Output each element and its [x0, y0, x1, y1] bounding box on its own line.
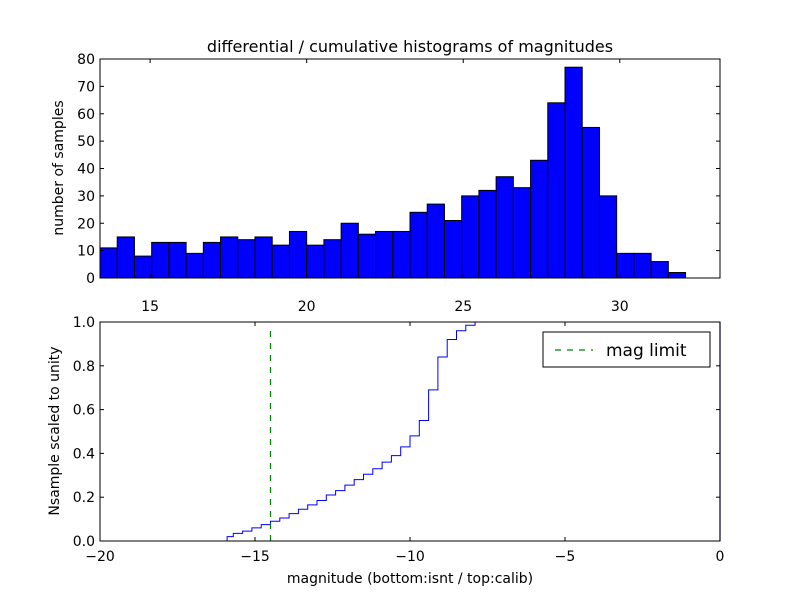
histogram-x-tick-label: 25 — [454, 299, 472, 315]
cumulative-y-tick-label: 0.0 — [73, 534, 95, 550]
histogram-x-tick-label: 15 — [141, 299, 159, 315]
cumulative-x-tick-label: −10 — [395, 549, 425, 565]
histogram-bar — [461, 195, 480, 279]
histogram-bar — [271, 244, 290, 279]
chart-title: differential / cumulative histograms of … — [207, 37, 613, 56]
histogram-bar — [409, 211, 428, 279]
cumulative-y-tick-label: 0.6 — [73, 403, 95, 419]
histogram-bar — [151, 241, 170, 279]
cumulative-step-line — [100, 322, 476, 542]
histogram-bar — [237, 239, 256, 279]
histogram-x-tick-label: 30 — [611, 299, 629, 315]
cumulative-y-tick-label: 1.0 — [73, 315, 95, 331]
histogram-bar — [443, 220, 463, 279]
cumulative-y-tick-label: 0.2 — [73, 490, 95, 506]
histogram-bars — [99, 66, 687, 279]
histogram-bar — [254, 236, 273, 279]
histogram-bar — [306, 244, 325, 279]
histogram-bar — [340, 222, 359, 279]
histogram-bar — [547, 102, 566, 279]
histogram-bar — [357, 233, 377, 279]
histogram-bar — [512, 187, 532, 279]
histogram-y-tick-label: 0 — [86, 271, 95, 287]
histogram-bar — [633, 252, 652, 279]
histogram-bar — [168, 241, 187, 279]
cumulative-x-axis-label: magnitude (bottom:isnt / top:calib) — [287, 571, 533, 587]
histogram-y-tick-label: 20 — [77, 216, 95, 232]
cumulative-ticks: −20 −15 −10 −5 0 0.0 0.2 0.4 0.6 0.8 1.0 — [73, 315, 725, 565]
histogram-bar — [392, 230, 411, 279]
cumulative-chart: −20 −15 −10 −5 0 0.0 0.2 0.4 0.6 0.8 1.0 Nsample s… — [47, 315, 724, 587]
legend-mag-limit-label: mag limit — [606, 341, 687, 361]
cumulative-y-axis-label: Nsample scaled to unity — [47, 346, 63, 515]
histogram-y-tick-label: 40 — [77, 162, 95, 178]
histogram-bar — [185, 252, 204, 279]
histogram-bar — [99, 247, 118, 279]
histogram-bar — [598, 195, 618, 279]
histogram-bar — [116, 236, 135, 279]
histogram-bar — [202, 241, 222, 279]
histogram-bar — [220, 236, 239, 279]
histogram-ticks: 15 20 25 30 0 10 20 30 40 50 60 70 80 — [77, 52, 720, 315]
histogram-y-tick-label: 30 — [77, 189, 95, 205]
histogram-y-tick-label: 80 — [77, 52, 95, 68]
histogram-bar — [650, 261, 669, 279]
histogram-bar — [564, 66, 583, 279]
histogram-y-tick-label: 10 — [77, 244, 95, 260]
histogram-x-tick-label: 20 — [298, 299, 316, 315]
legend: mag limit — [542, 331, 711, 368]
histogram-bar — [375, 230, 394, 279]
cumulative-y-tick-label: 0.4 — [73, 446, 95, 462]
cumulative-x-tick-label: −15 — [240, 549, 270, 565]
histogram-y-tick-label: 50 — [77, 134, 95, 150]
histogram-bar — [581, 126, 600, 279]
histogram-chart: differential / cumulative histograms of … — [51, 37, 721, 315]
histogram-bar — [478, 189, 497, 279]
histogram-bar — [530, 159, 549, 279]
histogram-y-tick-label: 70 — [77, 79, 95, 95]
histogram-bar — [667, 272, 687, 279]
cumulative-x-tick-label: 0 — [716, 549, 725, 565]
histogram-bar — [323, 239, 342, 279]
histogram-y-tick-label: 60 — [77, 107, 95, 123]
histogram-bar — [288, 230, 308, 279]
cumulative-y-tick-label: 0.8 — [73, 359, 95, 375]
histogram-y-axis-label: number of samples — [51, 100, 67, 235]
histogram-bar — [495, 176, 514, 279]
histogram-bar — [616, 252, 635, 279]
histogram-bar — [133, 255, 153, 279]
cumulative-x-tick-label: −20 — [85, 549, 115, 565]
histogram-bar — [426, 203, 445, 279]
cumulative-x-tick-label: −5 — [555, 549, 576, 565]
